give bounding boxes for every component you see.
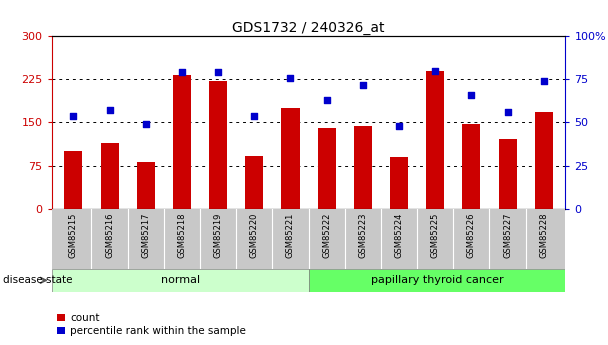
Bar [499,139,517,209]
Text: GSM85226: GSM85226 [467,213,476,258]
Text: GSM85220: GSM85220 [250,213,259,258]
Text: GSM85227: GSM85227 [503,213,512,258]
Point [322,97,331,103]
Bar [64,151,83,209]
Text: GSM85216: GSM85216 [105,213,114,258]
Bar [390,157,408,209]
Point [249,113,259,118]
Text: GSM85223: GSM85223 [358,213,367,258]
Point [286,75,295,80]
Point [141,121,151,127]
Bar [100,142,119,209]
Text: GSM85222: GSM85222 [322,213,331,258]
Bar [426,71,444,209]
Text: GSM85218: GSM85218 [178,213,187,258]
Bar [354,127,372,209]
Bar [209,81,227,209]
Bar [137,161,155,209]
Bar [534,112,553,209]
Point [358,82,368,87]
Text: GSM85221: GSM85221 [286,213,295,258]
Bar [245,156,263,209]
Text: GSM85215: GSM85215 [69,213,78,258]
Text: GSM85219: GSM85219 [213,213,223,258]
Bar [173,75,191,209]
Point [539,78,548,84]
Point [105,108,114,113]
Point [466,92,476,98]
Legend: count, percentile rank within the sample: count, percentile rank within the sample [57,313,246,336]
Point [177,70,187,75]
Title: GDS1732 / 240326_at: GDS1732 / 240326_at [232,21,385,35]
Point [430,68,440,73]
Point [394,123,404,129]
Bar [462,124,480,209]
Bar [282,108,300,209]
Point [213,70,223,75]
Text: disease state: disease state [3,275,72,285]
Point [69,113,78,118]
Text: normal: normal [161,275,199,285]
Text: GSM85217: GSM85217 [141,213,150,258]
Text: papillary thyroid cancer: papillary thyroid cancer [371,275,503,285]
Text: GSM85224: GSM85224 [395,213,404,258]
Text: GSM85225: GSM85225 [430,213,440,258]
Bar [52,269,308,292]
Point [503,109,513,115]
Text: GSM85228: GSM85228 [539,213,548,258]
Bar [317,128,336,209]
Bar [308,269,565,292]
